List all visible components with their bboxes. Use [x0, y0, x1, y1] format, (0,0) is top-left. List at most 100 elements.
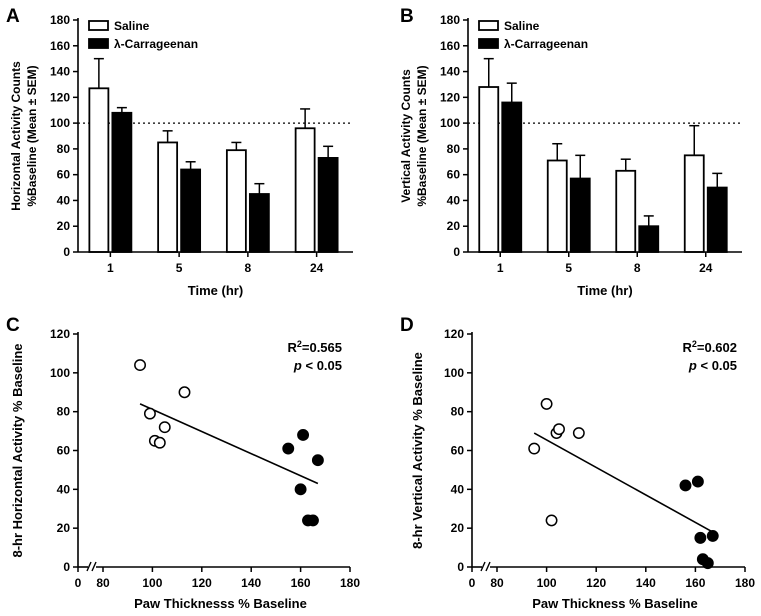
scatter-ytick-label: 0 [63, 560, 70, 574]
bar-carrageenan [111, 111, 133, 253]
bar-carrageenan [317, 157, 339, 253]
scatter-ytick-label: 100 [50, 366, 70, 380]
bar-ytick-label: 140 [440, 65, 460, 79]
axis-break-mark [485, 561, 491, 572]
x-tick-label: 180 [735, 576, 755, 590]
legend-swatch [478, 20, 499, 31]
panel-letter: A [6, 6, 20, 27]
bar-saline [294, 127, 316, 253]
x-tick-label: 160 [685, 576, 705, 590]
scatter-ytick-label: 120 [50, 327, 70, 341]
x-tick-label: 0 [75, 576, 82, 590]
scatter-ytick-label: 60 [57, 444, 71, 458]
y-axis-label: %Baseline (Mean ± SEM) [415, 65, 429, 206]
point-carrageenan [706, 529, 719, 542]
bar-ytick-label: 0 [453, 245, 460, 259]
legend-swatch [88, 20, 109, 31]
x-tick-label: 24 [310, 261, 324, 275]
point-saline [134, 359, 147, 372]
x-tick-label: 180 [340, 576, 360, 590]
axis-break-mark [480, 561, 486, 572]
scatter-ytick-label: 120 [444, 327, 464, 341]
legend-swatch [478, 38, 499, 49]
y-axis-label: %Baseline (Mean ± SEM) [25, 65, 39, 206]
point-carrageenan [297, 429, 310, 441]
axis-break-mark [86, 561, 92, 572]
chart-panel-d: D 0 20 40 60 80 100 120 0 80 100 120 140 160 180 R2=0.6… [400, 315, 755, 611]
bar-saline [157, 141, 179, 253]
legend-label: λ-Carrageenan [504, 37, 588, 51]
point-saline [528, 442, 541, 455]
point-saline [572, 427, 585, 439]
bar-carrageenan [638, 225, 660, 253]
bar-ytick-label: 60 [447, 168, 461, 182]
point-saline [553, 423, 565, 436]
panel-letter: C [6, 315, 20, 336]
bar-saline [478, 86, 500, 253]
x-tick-label: 80 [96, 576, 110, 590]
bar-carrageenan [569, 177, 591, 253]
point-carrageenan [294, 483, 307, 496]
point-saline [178, 386, 191, 399]
y-axis-label: 8-hr Vertical Activity % Baseline [410, 352, 425, 549]
scatter-ytick-label: 80 [57, 405, 71, 419]
bar-ytick-label: 100 [50, 116, 70, 130]
scatter-ytick-label: 20 [57, 521, 71, 535]
p-value-label: p < 0.05 [293, 358, 342, 373]
bar-saline [683, 154, 705, 253]
scatter-ytick-label: 40 [451, 482, 465, 496]
x-axis-label: Paw Thickness % Baseline [532, 596, 697, 611]
x-tick-label: 100 [537, 576, 557, 590]
point-carrageenan [307, 514, 319, 527]
p-value-label: p < 0.05 [688, 358, 737, 373]
point-carrageenan [679, 479, 692, 492]
point-saline [545, 514, 558, 527]
point-carrageenan [691, 475, 704, 488]
x-tick-label: 120 [192, 576, 212, 590]
point-saline [158, 421, 171, 434]
r-squared-label: R2=0.602 [682, 339, 737, 355]
bar-carrageenan [248, 193, 270, 253]
bar-carrageenan [706, 186, 728, 253]
bar-ytick-label: 180 [440, 13, 460, 27]
x-tick-label: 120 [586, 576, 606, 590]
regression-line [139, 403, 319, 485]
bar-saline [88, 87, 110, 253]
bar-ytick-label: 160 [440, 39, 460, 53]
x-tick-label: 0 [469, 576, 476, 590]
x-tick-label: 100 [142, 576, 162, 590]
legend-label: λ-Carrageenan [114, 37, 198, 51]
bar-ytick-label: 20 [57, 219, 71, 233]
bar-ytick-label: 100 [440, 116, 460, 130]
bar-ytick-label: 140 [50, 65, 70, 79]
x-tick-label: 140 [636, 576, 656, 590]
bar-ytick-label: 120 [50, 90, 70, 104]
x-axis-label: Time (hr) [188, 283, 243, 298]
y-axis-label: Vertical Activity Counts [399, 69, 413, 203]
y-axis-label: Horizontal Activity Counts [9, 61, 23, 211]
scatter-ytick-label: 20 [451, 521, 465, 535]
y-axis-label: 8-hr Horizontal Activity % Baseline [10, 343, 25, 557]
chart-panel-c: C 0 20 40 60 80 100 120 0 80 100 120 140 160 180 R2=0.5… [6, 315, 360, 611]
axis-break-mark [91, 561, 97, 572]
chart-panel-b: B 1 5 8 24 0 20 40 60 80 100 120 140 160 180 Saline λ-Ca… [399, 6, 742, 298]
x-tick-label: 1 [497, 261, 504, 275]
point-carrageenan [694, 531, 707, 544]
bar-saline [225, 149, 247, 253]
chart-panel-a: A 1 5 8 24 0 20 40 60 80 100 120 140 160 180 Saline λ-Ca… [6, 6, 353, 298]
bar-ytick-label: 80 [57, 142, 71, 156]
x-tick-label: 8 [634, 261, 641, 275]
bar-ytick-label: 180 [50, 13, 70, 27]
x-axis-label: Paw Thicknesss % Baseline [134, 596, 307, 611]
point-saline [143, 407, 156, 420]
bar-ytick-label: 80 [447, 142, 461, 156]
scatter-ytick-label: 100 [444, 366, 464, 380]
bar-ytick-label: 60 [57, 168, 71, 182]
bar-saline [546, 159, 568, 253]
x-tick-label: 140 [241, 576, 261, 590]
legend-label: Saline [504, 19, 540, 33]
bar-carrageenan [501, 101, 523, 253]
bar-ytick-label: 20 [447, 219, 461, 233]
x-tick-label: 24 [699, 261, 713, 275]
x-tick-label: 160 [291, 576, 311, 590]
